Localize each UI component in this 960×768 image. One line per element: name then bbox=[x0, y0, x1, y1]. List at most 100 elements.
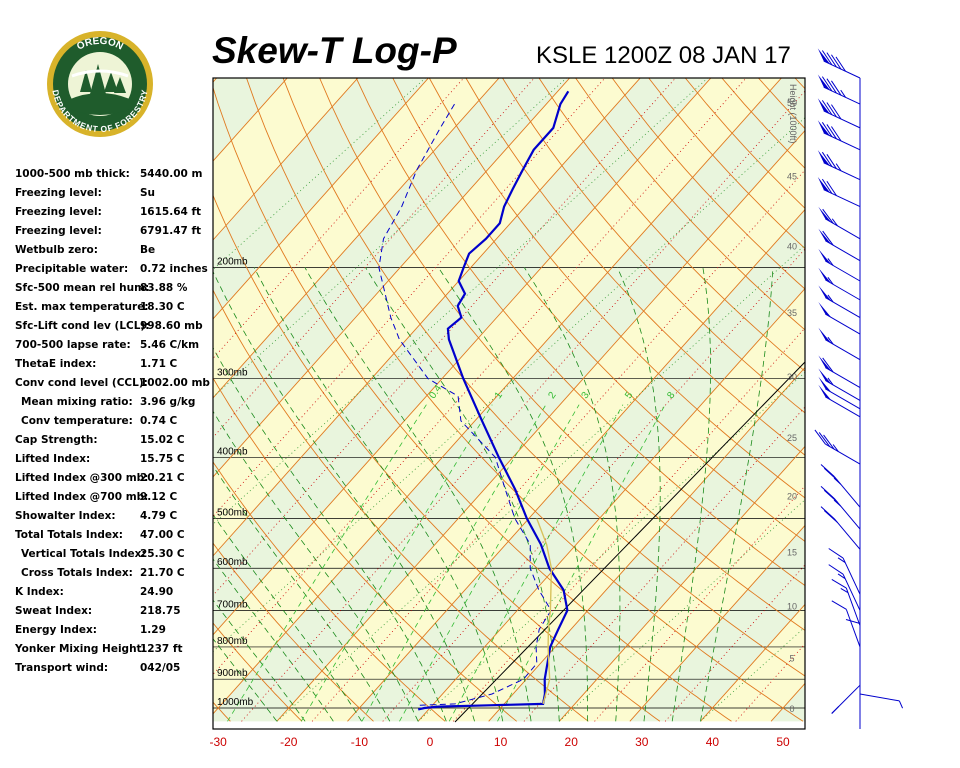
wind-barb bbox=[818, 355, 861, 388]
wind-barb bbox=[831, 600, 861, 648]
index-value: 15.02 C bbox=[140, 434, 185, 446]
dry-adiabat bbox=[794, 78, 805, 90]
barb-pennant bbox=[818, 368, 832, 384]
dry-adiabat bbox=[905, 78, 960, 721]
wind-barbs bbox=[814, 48, 904, 729]
index-label: Cross Totals Index: bbox=[21, 567, 133, 579]
barb-flag bbox=[826, 102, 837, 118]
barb-half-flag bbox=[840, 89, 846, 98]
index-row: Precipitable water: 0.72 inches bbox=[15, 263, 215, 282]
dotted-guide-line bbox=[213, 78, 535, 439]
dotted-guide-line bbox=[311, 169, 805, 722]
wind-barb bbox=[817, 98, 861, 129]
index-label: Precipitable water: bbox=[15, 263, 129, 275]
x-tick-label: -20 bbox=[280, 735, 298, 749]
wind-barb bbox=[831, 579, 861, 626]
temperature-profile bbox=[417, 90, 570, 711]
isotherm-line bbox=[213, 78, 359, 241]
isotherm-line bbox=[276, 129, 805, 722]
index-value: 0.72 inches bbox=[140, 263, 208, 275]
isotherm-band bbox=[0, 64, 88, 721]
index-value: 1.71 C bbox=[140, 358, 178, 370]
isotherm-line bbox=[213, 78, 641, 557]
barb-flag bbox=[821, 76, 833, 92]
wind-barb bbox=[818, 267, 861, 301]
pressure-label: 1000mb bbox=[217, 697, 254, 708]
index-label: Lifted Index: bbox=[15, 453, 91, 465]
barb-staff bbox=[845, 587, 861, 626]
barb-half-flag bbox=[833, 499, 842, 507]
barb-staff bbox=[859, 693, 900, 702]
moist-adiabat bbox=[213, 638, 278, 722]
wind-barb bbox=[817, 150, 861, 181]
index-value: 9.12 C bbox=[140, 491, 178, 503]
index-label: Lifted Index @700 mb: bbox=[15, 491, 149, 503]
wind-barb bbox=[820, 464, 861, 508]
wind-barb bbox=[818, 384, 861, 418]
dry-adiabat bbox=[319, 78, 805, 631]
dry-adiabat bbox=[282, 78, 805, 677]
index-row: K Index: 24.90 bbox=[15, 586, 215, 605]
barb-flag bbox=[831, 706, 840, 714]
dry-adiabat bbox=[941, 78, 960, 721]
barb-pennant bbox=[817, 74, 831, 91]
oregon-forestry-logo: OREGON DEPARTMENT OF FORESTRY bbox=[47, 31, 153, 137]
barb-half-flag bbox=[833, 477, 842, 485]
barb-flag bbox=[826, 154, 837, 169]
isotherm-line bbox=[558, 445, 805, 722]
index-label: Vertical Totals Index: bbox=[21, 548, 146, 560]
isotherm-line bbox=[213, 78, 218, 83]
svg-text:OREGON: OREGON bbox=[75, 36, 125, 53]
moist-adiabat bbox=[671, 267, 711, 722]
barb-staff bbox=[842, 557, 861, 595]
wind-barb bbox=[818, 376, 861, 410]
barb-staff bbox=[823, 132, 861, 151]
dry-adiabat bbox=[213, 622, 303, 722]
barb-pennant bbox=[817, 177, 831, 193]
index-label: Freezing level: bbox=[15, 187, 102, 199]
barb-half-flag bbox=[832, 444, 839, 452]
parcel-profile bbox=[536, 518, 553, 705]
mixing-ratio-line bbox=[497, 404, 666, 722]
index-row: Total Totals Index: 47.00 C bbox=[15, 529, 215, 548]
barb-flag bbox=[821, 178, 833, 194]
index-value: 15.75 C bbox=[140, 453, 185, 465]
index-value: 25.30 C bbox=[140, 548, 185, 560]
index-row: Showalter Index: 4.79 C bbox=[15, 510, 215, 529]
barb-flag bbox=[823, 467, 838, 481]
barb-flag bbox=[822, 230, 834, 246]
index-row: Freezing level: 1615.64 ft bbox=[15, 206, 215, 225]
x-tick-label: 50 bbox=[776, 735, 790, 749]
barb-half-flag bbox=[837, 557, 846, 564]
isotherm-band bbox=[0, 64, 159, 721]
index-value: 218.75 bbox=[140, 605, 181, 617]
barb-pennant bbox=[818, 384, 832, 401]
index-value: 3.96 g/kg bbox=[140, 396, 196, 408]
index-row: Conv temperature: 0.74 C bbox=[15, 415, 215, 434]
moist-adiabat bbox=[700, 267, 774, 722]
barb-pennant bbox=[818, 376, 832, 393]
index-row: Freezing level: 6791.47 ft bbox=[15, 225, 215, 244]
index-row: 1000-500 mb thick: 5440.00 m bbox=[15, 168, 215, 187]
moist-adiabat bbox=[617, 267, 661, 722]
barb-flag bbox=[823, 510, 838, 523]
index-value: Be bbox=[140, 244, 156, 256]
index-row: Mean mixing ratio: 3.96 g/kg bbox=[15, 396, 215, 415]
dry-adiabat bbox=[213, 86, 732, 722]
barb-staff bbox=[823, 162, 861, 181]
mixing-ratio-label: 3 bbox=[580, 390, 592, 401]
dry-adiabat bbox=[0, 78, 159, 721]
mixing-ratio-label: 2 bbox=[546, 390, 558, 401]
barb-half-flag bbox=[827, 258, 834, 266]
index-value: 18.30 C bbox=[140, 301, 185, 313]
dry-adiabat bbox=[392, 78, 805, 542]
index-value: 6791.47 ft bbox=[140, 225, 202, 237]
plot-frame bbox=[212, 77, 806, 730]
pressure-label: 900mb bbox=[217, 668, 248, 679]
height-tick-label: 40 bbox=[787, 242, 797, 252]
mixing-ratio-line bbox=[227, 404, 427, 722]
dry-adiabat bbox=[832, 78, 960, 721]
index-row: Freezing level: Su bbox=[15, 187, 215, 206]
index-value: 1615.64 ft bbox=[140, 206, 202, 218]
barb-pennant bbox=[818, 285, 832, 302]
